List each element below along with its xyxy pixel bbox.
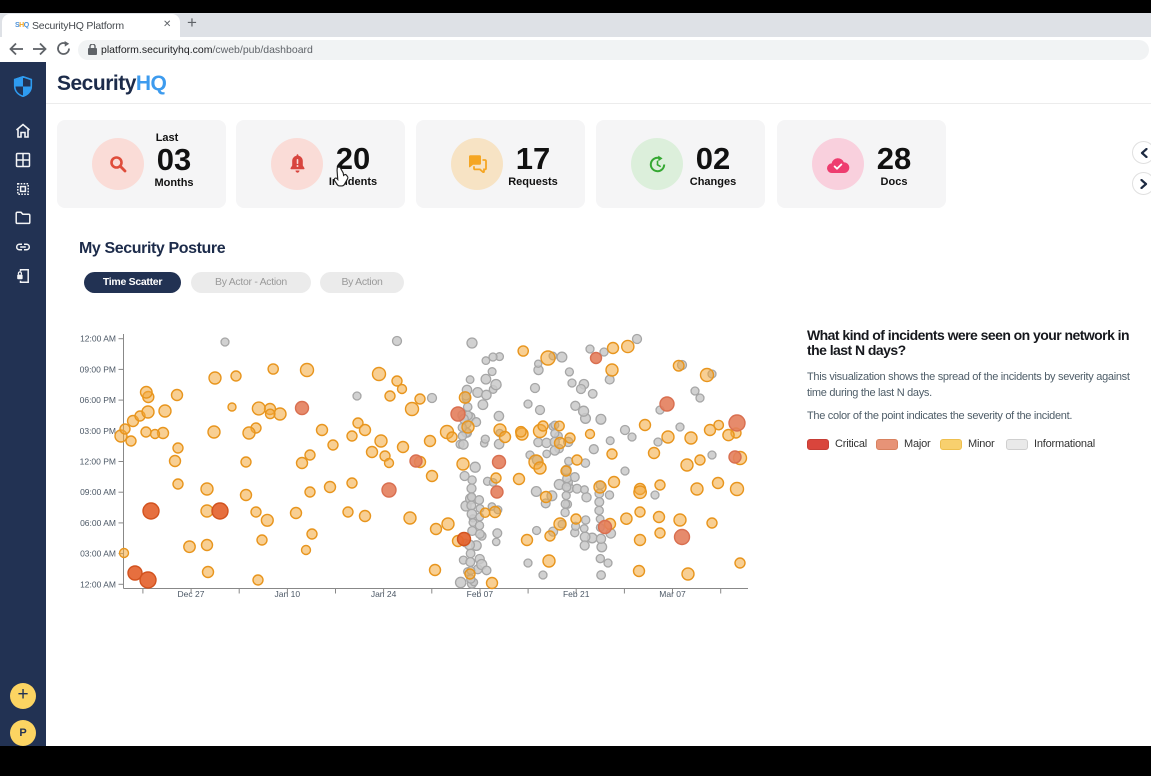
svg-text:09:00 PM: 09:00 PM <box>80 364 116 374</box>
svg-text:Dec 27: Dec 27 <box>178 589 205 599</box>
svg-text:Jan 10: Jan 10 <box>275 589 301 599</box>
svg-text:Mar 07: Mar 07 <box>659 589 686 599</box>
svg-text:Jan 24: Jan 24 <box>371 589 397 599</box>
svg-text:06:00 AM: 06:00 AM <box>80 518 116 528</box>
svg-text:Feb 21: Feb 21 <box>563 589 590 599</box>
svg-text:12:00 AM: 12:00 AM <box>80 579 116 589</box>
svg-text:09:00 AM: 09:00 AM <box>80 487 116 497</box>
svg-text:03:00 PM: 03:00 PM <box>80 426 116 436</box>
svg-text:03:00 AM: 03:00 AM <box>80 549 116 559</box>
svg-text:12:00 PM: 12:00 PM <box>80 457 116 467</box>
svg-text:Feb 07: Feb 07 <box>467 589 494 599</box>
svg-text:06:00 PM: 06:00 PM <box>80 395 116 405</box>
svg-text:12:00 AM: 12:00 AM <box>80 334 116 344</box>
